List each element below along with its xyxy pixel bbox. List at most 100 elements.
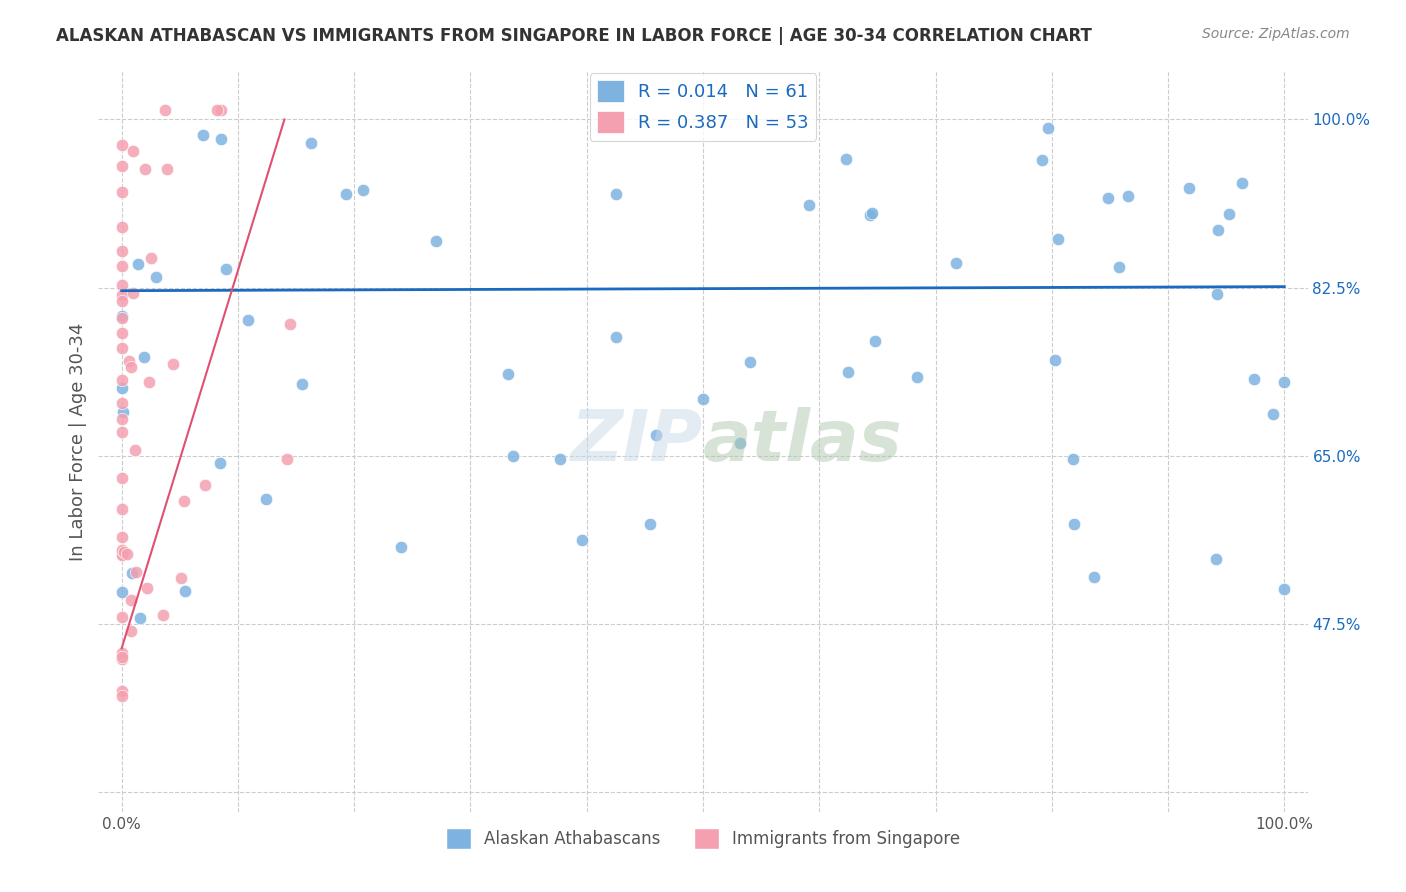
Point (122, 145, 145, 159)
Point (299, 136, 322, 150)
Point (111, 690, 134, 704)
Point (605, 186, 627, 201)
Point (605, 330, 627, 344)
Point (209, 456, 232, 470)
Point (111, 547, 134, 561)
Point (1218, 206, 1240, 220)
Point (236, 313, 259, 327)
Point (120, 592, 142, 607)
Point (111, 309, 134, 323)
Point (865, 334, 887, 348)
Point (335, 186, 357, 201)
Point (173, 493, 195, 508)
Point (194, 478, 217, 492)
Point (111, 373, 134, 387)
Point (1206, 287, 1229, 301)
Point (1047, 232, 1070, 246)
Point (1031, 153, 1053, 168)
Point (905, 370, 928, 384)
Point (120, 359, 142, 374)
Point (111, 186, 134, 200)
Point (645, 428, 668, 442)
Point (111, 502, 134, 516)
Point (114, 545, 136, 559)
Point (125, 566, 148, 580)
Point (860, 206, 883, 220)
Point (1206, 223, 1229, 237)
Point (111, 650, 134, 665)
Point (118, 354, 141, 368)
Point (111, 584, 134, 599)
Point (111, 470, 134, 484)
Point (278, 317, 301, 331)
Point (1045, 353, 1067, 368)
Point (1116, 189, 1139, 203)
Point (138, 375, 160, 389)
Legend: Alaskan Athabascans, Immigrants from Singapore: Alaskan Athabascans, Immigrants from Sin… (439, 822, 967, 855)
Point (111, 646, 134, 660)
Point (111, 425, 134, 439)
Point (111, 244, 134, 258)
Point (835, 152, 858, 166)
Point (352, 183, 374, 197)
Point (209, 132, 232, 146)
Point (112, 405, 135, 419)
Point (1108, 260, 1130, 274)
Point (174, 584, 197, 599)
Point (111, 341, 134, 355)
Point (205, 103, 228, 117)
Point (111, 220, 134, 235)
Point (837, 365, 859, 379)
Text: Source: ZipAtlas.com: Source: ZipAtlas.com (1202, 27, 1350, 41)
Point (152, 607, 174, 622)
Point (1178, 181, 1201, 195)
Point (571, 533, 593, 548)
Point (111, 278, 134, 293)
Point (548, 452, 571, 467)
Point (145, 270, 167, 285)
Point (139, 251, 162, 265)
Point (120, 624, 142, 638)
Point (859, 208, 882, 222)
Point (1063, 516, 1085, 531)
Point (111, 549, 134, 563)
Point (1263, 407, 1285, 421)
Point (1230, 176, 1253, 190)
Point (115, 547, 138, 561)
Point (122, 286, 145, 301)
Point (254, 491, 277, 506)
Point (111, 326, 134, 340)
Point (111, 310, 134, 325)
Point (136, 581, 159, 595)
Point (797, 198, 820, 212)
Point (111, 684, 134, 698)
Point (111, 259, 134, 273)
Point (389, 541, 412, 555)
Point (1243, 372, 1265, 386)
Point (111, 395, 134, 409)
Point (211, 103, 233, 117)
Point (1062, 452, 1084, 467)
Point (111, 288, 134, 302)
Point (738, 355, 761, 369)
Point (728, 436, 751, 450)
Point (1097, 191, 1119, 205)
Point (191, 128, 214, 142)
Point (170, 571, 193, 585)
Point (291, 376, 314, 391)
Point (276, 452, 298, 467)
Point (111, 652, 134, 666)
Point (124, 442, 146, 457)
Point (111, 138, 134, 153)
Point (1083, 569, 1105, 583)
Point (111, 609, 134, 624)
Point (1038, 121, 1060, 136)
Point (153, 103, 176, 117)
Point (134, 350, 156, 364)
Text: ALASKAN ATHABASCAN VS IMMIGRANTS FROM SINGAPORE IN LABOR FORCE | AGE 30-34 CORRE: ALASKAN ATHABASCAN VS IMMIGRANTS FROM SI… (56, 27, 1092, 45)
Point (425, 234, 447, 248)
Point (111, 412, 134, 426)
Text: atlas: atlas (703, 407, 903, 476)
Point (215, 261, 238, 276)
Point (162, 357, 184, 371)
